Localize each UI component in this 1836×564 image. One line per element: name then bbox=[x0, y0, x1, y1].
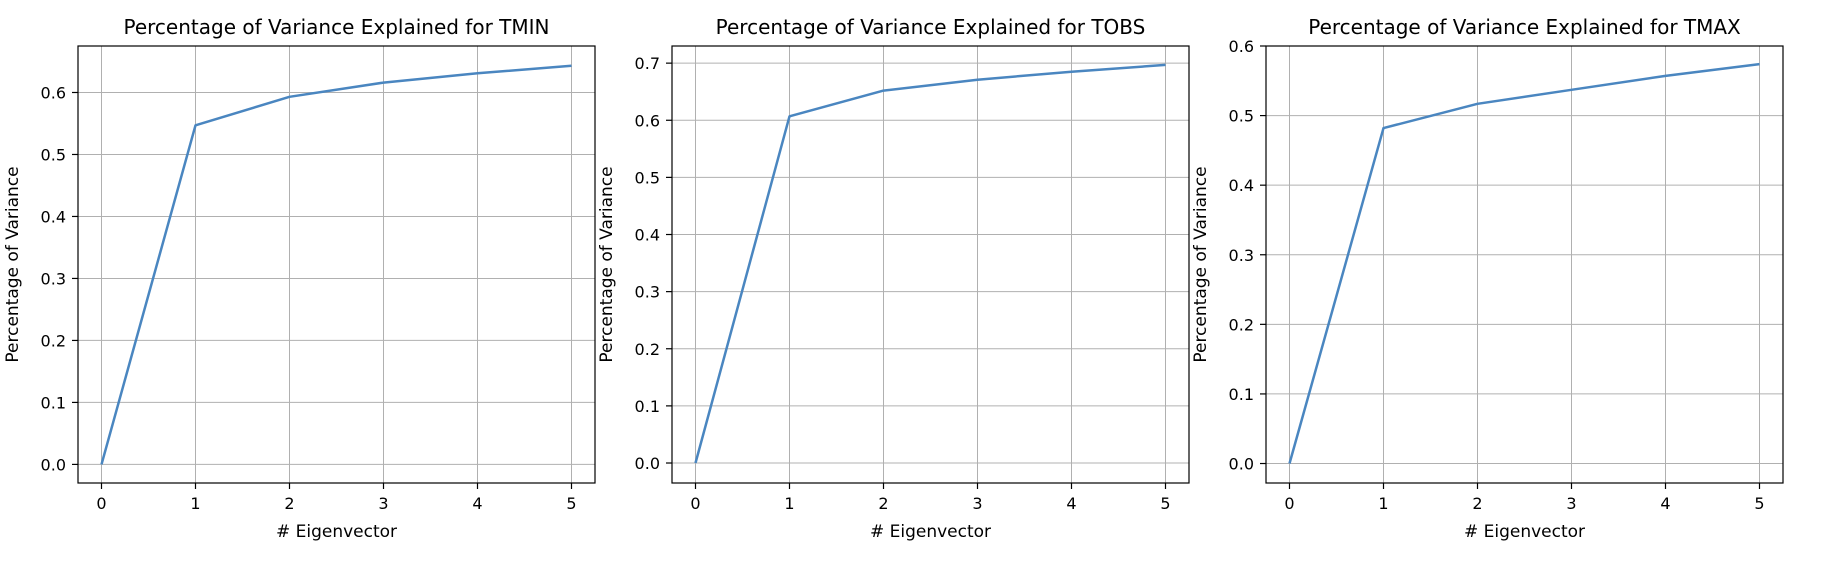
y-tick-label: 0.0 bbox=[41, 455, 66, 474]
x-tick-label: 5 bbox=[1160, 494, 1170, 513]
y-tick-label: 0.1 bbox=[635, 397, 660, 416]
y-tick-label: 0.6 bbox=[41, 83, 66, 102]
x-tick-label: 4 bbox=[1066, 494, 1076, 513]
x-axis-label: # Eigenvector bbox=[870, 522, 991, 542]
y-tick-label: 0.2 bbox=[1229, 315, 1254, 334]
x-tick-label: 3 bbox=[1566, 494, 1576, 513]
y-tick-label: 0.3 bbox=[1229, 246, 1254, 265]
y-tick-label: 0.5 bbox=[1229, 107, 1254, 126]
x-tick-label: 3 bbox=[378, 494, 388, 513]
x-tick-label: 0 bbox=[1284, 494, 1294, 513]
y-tick-label: 0.3 bbox=[635, 283, 660, 302]
y-tick-label: 0.4 bbox=[1229, 176, 1254, 195]
y-tick-label: 0.4 bbox=[635, 226, 660, 245]
plot-frame bbox=[1265, 45, 1784, 484]
y-tick-label: 0.3 bbox=[41, 269, 66, 288]
y-tick-label: 0.0 bbox=[1229, 455, 1254, 474]
chart-title: Percentage of Variance Explained for TMA… bbox=[1308, 15, 1741, 39]
x-tick-label: 1 bbox=[784, 494, 794, 513]
plot-frame bbox=[77, 45, 596, 484]
chart-tobs: 0 1 2 3 4 5 0.0 0.1 0.2 0.3 0.4 0.5 0.6 0.7 Percentage… bbox=[597, 15, 1190, 542]
series-line bbox=[100, 64, 572, 465]
y-tick-label: 0.2 bbox=[635, 340, 660, 359]
y-tick-label: 0.0 bbox=[635, 454, 660, 473]
x-tick-label: 1 bbox=[1378, 494, 1388, 513]
x-axis-label: # Eigenvector bbox=[276, 522, 397, 542]
x-axis-label: # Eigenvector bbox=[1464, 522, 1585, 542]
y-tick-label: 0.4 bbox=[41, 207, 66, 226]
x-tick-label: 5 bbox=[566, 494, 576, 513]
y-axis-label: Percentage of Variance bbox=[1191, 166, 1211, 362]
y-tick-label: 0.5 bbox=[41, 145, 66, 164]
y-tick-label: 0.1 bbox=[1229, 385, 1254, 404]
x-tick-label: 2 bbox=[878, 494, 888, 513]
x-tick-label: 2 bbox=[284, 494, 294, 513]
plot-frame bbox=[671, 45, 1190, 484]
x-tick-label: 0 bbox=[690, 494, 700, 513]
y-tick-label: 0.6 bbox=[635, 111, 660, 130]
y-tick-label: 0.5 bbox=[635, 168, 660, 187]
chart-title: Percentage of Variance Explained for TOB… bbox=[716, 15, 1146, 39]
x-tick-label: 1 bbox=[190, 494, 200, 513]
x-tick-label: 2 bbox=[1472, 494, 1482, 513]
x-tick-label: 0 bbox=[96, 494, 106, 513]
x-tick-label: 5 bbox=[1754, 494, 1764, 513]
x-tick-label: 3 bbox=[972, 494, 982, 513]
series-line bbox=[694, 63, 1166, 464]
x-tick-label: 4 bbox=[472, 494, 482, 513]
y-tick-label: 0.2 bbox=[41, 331, 66, 350]
y-tick-label: 0.6 bbox=[1229, 37, 1254, 56]
y-axis-label: Percentage of Variance bbox=[597, 166, 617, 362]
x-tick-label: 4 bbox=[1660, 494, 1670, 513]
chart-title: Percentage of Variance Explained for TMI… bbox=[123, 15, 549, 39]
y-tick-label: 0.1 bbox=[41, 393, 66, 412]
series-line bbox=[1288, 62, 1760, 464]
chart-tmin: 0 1 2 3 4 5 0.0 0.1 0.2 0.3 0.4 0.5 0.6 Percentage of… bbox=[3, 15, 596, 542]
chart-tmax: 0 1 2 3 4 5 0.0 0.1 0.2 0.3 0.4 0.5 0.6 Percentage of… bbox=[1191, 15, 1784, 542]
y-tick-label: 0.7 bbox=[635, 54, 660, 73]
y-axis-label: Percentage of Variance bbox=[3, 166, 23, 362]
